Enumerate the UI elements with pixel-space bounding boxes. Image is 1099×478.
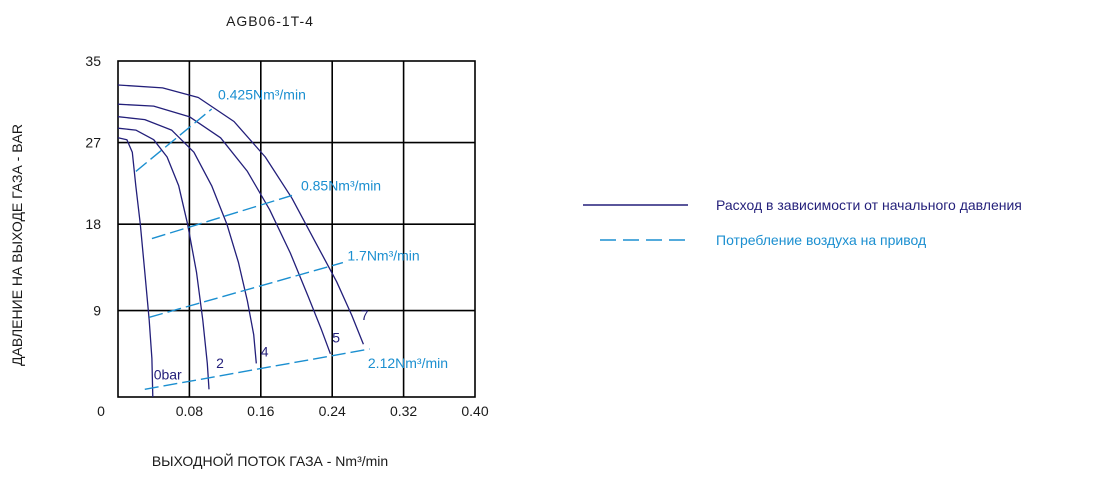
consumption-label: 1.7Nm³/min [347,248,419,264]
x-axis-label: ВЫХОДНОЙ ПОТОК ГАЗА - Nm³/min [152,452,388,469]
x-tick-label: 0.08 [176,403,203,419]
plot-frame [117,60,476,398]
consumption-label: 0.85Nm³/min [301,178,381,194]
curve-label: 7 [361,307,369,323]
x-tick-label: 0.32 [390,403,417,419]
x-tick-label: 0.24 [319,403,346,419]
consumption-label: 0.425Nm³/min [218,86,306,102]
y-tick-label: 27 [85,135,101,151]
flow-curve-0bar [117,137,154,398]
y-tick-label: 18 [85,216,101,232]
consumption-label: 2.12Nm³/min [368,355,448,371]
x-tick-label: 0 [97,403,105,419]
y-tick-label: 35 [85,53,101,69]
consumption-line [151,194,293,240]
y-axis-label: ДАВЛЕНИЕ НА ВЫХОДЕ ГАЗА - BAR [9,124,25,366]
flow-curve-7 [117,84,365,345]
curve-label: 0bar [154,367,182,383]
consumption-line [149,261,344,318]
consumption-line [144,348,370,391]
flow-curve-2 [117,127,210,390]
curve-label: 2 [216,355,224,371]
legend-item-consumption: Потребление воздуха на привод [716,232,926,248]
x-tick-label: 0.16 [247,403,274,419]
legend: Расход в зависимости от начального давле… [583,197,1022,248]
chart-title: AGB06-1T-4 [226,13,314,29]
consumption-line [135,108,213,172]
plot-area: 0 0.08 0.16 0.24 0.32 0.40 35 27 18 9 0bar 2 4 5 7 0.42… [85,53,488,419]
flow-curve-5 [117,103,332,355]
curve-label: 4 [261,344,269,360]
y-tick-label: 9 [93,303,101,319]
legend-item-flow: Расход в зависимости от начального давле… [716,197,1022,213]
flow-curve-4 [117,116,257,364]
curve-label: 5 [332,329,340,345]
x-tick-label: 0.40 [461,403,488,419]
